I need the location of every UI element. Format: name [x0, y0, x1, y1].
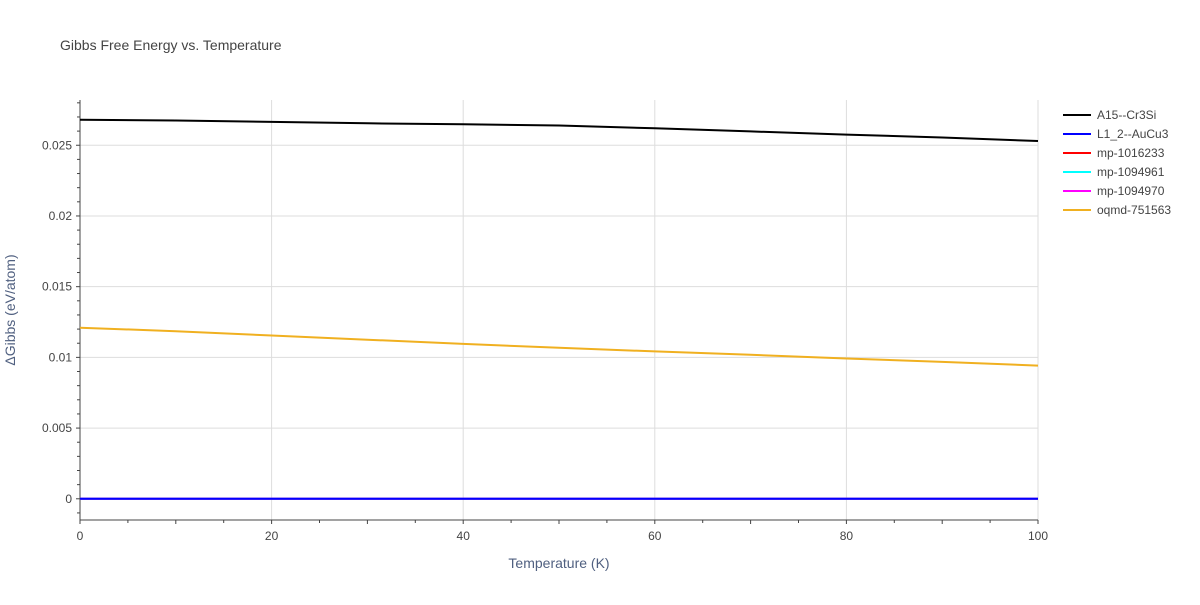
y-tick-label: 0: [65, 492, 72, 506]
x-tick-label: 60: [648, 529, 662, 543]
y-tick-label: 0.025: [42, 138, 72, 152]
legend-item[interactable]: mp-1094961: [1063, 165, 1165, 179]
legend-label: L1_2--AuCu3: [1097, 127, 1169, 141]
y-tick-label: 0.005: [42, 421, 72, 435]
x-tick-label: 40: [457, 529, 471, 543]
legend-item[interactable]: mp-1016233: [1063, 146, 1165, 160]
legend-label: mp-1094970: [1097, 184, 1165, 198]
legend-label: mp-1016233: [1097, 146, 1165, 160]
legend-item[interactable]: A15--Cr3Si: [1063, 108, 1156, 122]
series-line-a15-cr3si: [79, 118, 1039, 142]
x-tick-label: 80: [840, 529, 854, 543]
x-tick-label: 0: [77, 529, 84, 543]
legend-item[interactable]: mp-1094970: [1063, 184, 1165, 198]
legend-label: A15--Cr3Si: [1097, 108, 1156, 122]
legend[interactable]: A15--Cr3Si L1_2--AuCu3 mp-1016233 mp-109496…: [1063, 108, 1171, 217]
x-axis-label: Temperature (K): [508, 555, 609, 571]
legend-label: oqmd-751563: [1097, 203, 1171, 217]
series-line-oqmd-751563: [79, 326, 1039, 367]
chart-title: Gibbs Free Energy vs. Temperature: [60, 37, 282, 53]
tick-labels: 0 20 40 60 80 100 0 0.005 0.01 0.015 0.02 0.025: [42, 138, 1048, 543]
legend-label: mp-1094961: [1097, 165, 1165, 179]
y-tick-label: 0.015: [42, 280, 72, 294]
y-axis-label: ΔGibbs (eV/atom): [2, 254, 18, 365]
x-tick-label: 20: [265, 529, 279, 543]
grid-lines: [80, 100, 1039, 520]
axes: [76, 100, 1039, 524]
series-lines: [79, 118, 1039, 500]
y-tick-label: 0.02: [49, 209, 73, 223]
y-tick-label: 0.01: [49, 350, 73, 364]
x-tick-label: 100: [1028, 529, 1048, 543]
legend-item[interactable]: oqmd-751563: [1063, 203, 1171, 217]
legend-item[interactable]: L1_2--AuCu3: [1063, 127, 1169, 141]
